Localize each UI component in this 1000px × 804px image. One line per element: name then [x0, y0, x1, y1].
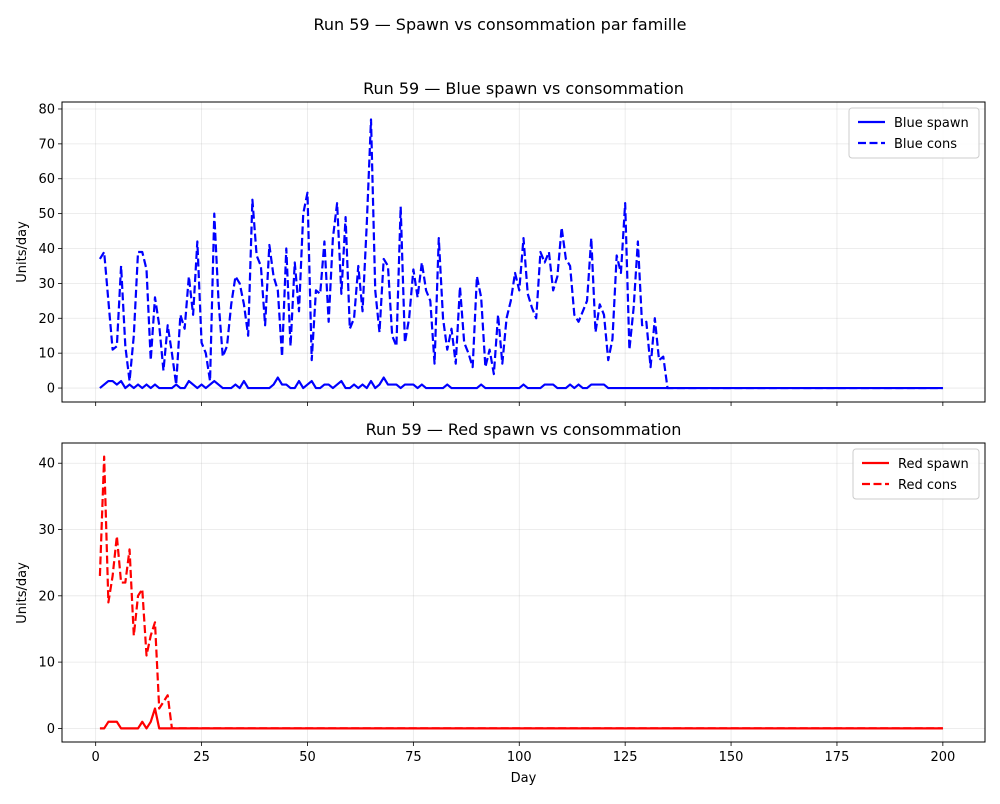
red-x-tick-label: 75 — [405, 750, 422, 765]
blue-series — [98, 118, 943, 390]
blue-y-tick-label: 50 — [38, 207, 55, 222]
red-x-tick-label: 50 — [299, 750, 316, 765]
blue-y-tick-label: 40 — [38, 242, 55, 257]
blue-y-tick-label: 60 — [38, 172, 55, 187]
red-subplot-title: Run 59 — Red spawn vs consommation — [366, 420, 682, 439]
red-x-tick-label: 0 — [92, 750, 100, 765]
blue-series-spawn-line — [99, 376, 943, 390]
red-legend-label: Red spawn — [898, 457, 969, 472]
red-y-tick-label: 0 — [47, 722, 55, 737]
red-legend-box — [852, 448, 980, 500]
red-x-tick-label: 125 — [613, 750, 638, 765]
blue-y-tick-label: 20 — [38, 312, 55, 327]
red-x-tick-label: 175 — [825, 750, 850, 765]
blue-subplot: Run 59 — Blue spawn vs consommation 0 10 2… — [15, 79, 986, 406]
blue-legend-box — [848, 107, 980, 159]
blue-y-tick-label: 70 — [38, 137, 55, 152]
red-axes-frame — [61, 442, 986, 743]
red-ylabel: Units/day — [15, 562, 30, 624]
red-legend-label: Red cons — [898, 478, 957, 493]
red-x-tick-label: 25 — [193, 750, 210, 765]
red-subplot: Run 59 — Red spawn vs consommation 0 25 50… — [15, 420, 986, 786]
blue-subplot-title: Run 59 — Blue spawn vs consommation — [363, 79, 684, 98]
blue-ticks: 0 10 20 30 40 50 60 70 80 — [38, 102, 944, 406]
red-x-tick-label: 150 — [719, 750, 744, 765]
red-series — [98, 455, 943, 730]
blue-series-cons-line — [98, 118, 943, 390]
red-y-tick-label: 20 — [38, 589, 55, 604]
blue-legend-label: Blue spawn — [894, 116, 969, 131]
blue-y-tick-label: 0 — [47, 382, 55, 397]
figure-suptitle: Run 59 — Spawn vs consommation par famil… — [313, 15, 686, 34]
red-grid — [62, 443, 985, 742]
red-y-tick-label: 30 — [38, 523, 55, 538]
blue-y-tick-label: 30 — [38, 277, 55, 292]
red-legend: Red spawn Red cons — [852, 448, 980, 500]
red-series-cons-line — [98, 455, 943, 730]
blue-legend-label: Blue cons — [894, 137, 957, 152]
red-series-spawn-line — [99, 707, 943, 730]
blue-legend: Blue spawn Blue cons — [848, 107, 980, 159]
red-x-tick-label: 200 — [930, 750, 955, 765]
blue-axes-frame — [61, 101, 986, 403]
red-y-tick-label: 10 — [38, 656, 55, 671]
blue-y-tick-label: 10 — [38, 347, 55, 362]
red-y-tick-label: 40 — [38, 457, 55, 472]
blue-y-tick-label: 80 — [38, 102, 55, 117]
blue-ylabel: Units/day — [15, 221, 30, 283]
red-x-tick-label: 100 — [507, 750, 532, 765]
red-ticks: 0 25 50 75 100 125 150 175 200 0 10 20 30 40 — [38, 457, 955, 765]
red-xlabel: Day — [511, 771, 537, 786]
